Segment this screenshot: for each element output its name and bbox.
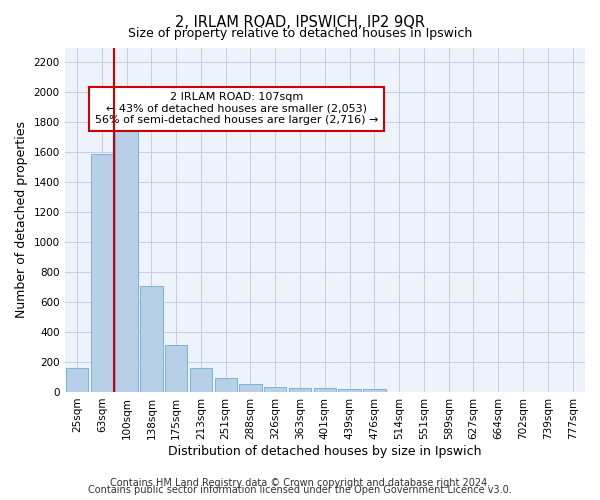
Bar	[66, 368, 88, 392]
Bar	[363, 389, 386, 392]
Text: Size of property relative to detached houses in Ipswich: Size of property relative to detached ho…	[128, 28, 472, 40]
Y-axis label: Number of detached properties: Number of detached properties	[15, 121, 28, 318]
Text: Contains HM Land Registry data © Crown copyright and database right 2024.: Contains HM Land Registry data © Crown c…	[110, 478, 490, 488]
Bar	[239, 384, 262, 392]
Bar	[190, 368, 212, 392]
Text: 2 IRLAM ROAD: 107sqm
← 43% of detached houses are smaller (2,053)
56% of semi-de: 2 IRLAM ROAD: 107sqm ← 43% of detached h…	[95, 92, 378, 126]
Bar	[91, 154, 113, 392]
Bar	[314, 388, 336, 392]
Bar	[115, 128, 138, 392]
X-axis label: Distribution of detached houses by size in Ipswich: Distribution of detached houses by size …	[168, 444, 482, 458]
Bar	[338, 389, 361, 392]
Text: Contains public sector information licensed under the Open Government Licence v3: Contains public sector information licen…	[88, 485, 512, 495]
Text: 2, IRLAM ROAD, IPSWICH, IP2 9QR: 2, IRLAM ROAD, IPSWICH, IP2 9QR	[175, 15, 425, 30]
Bar	[264, 386, 286, 392]
Bar	[140, 286, 163, 392]
Bar	[289, 388, 311, 392]
Bar	[165, 345, 187, 392]
Bar	[215, 378, 237, 392]
